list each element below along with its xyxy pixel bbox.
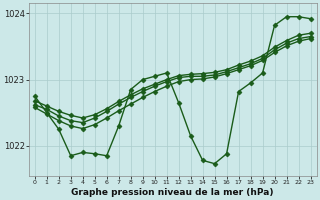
X-axis label: Graphe pression niveau de la mer (hPa): Graphe pression niveau de la mer (hPa): [71, 188, 274, 197]
